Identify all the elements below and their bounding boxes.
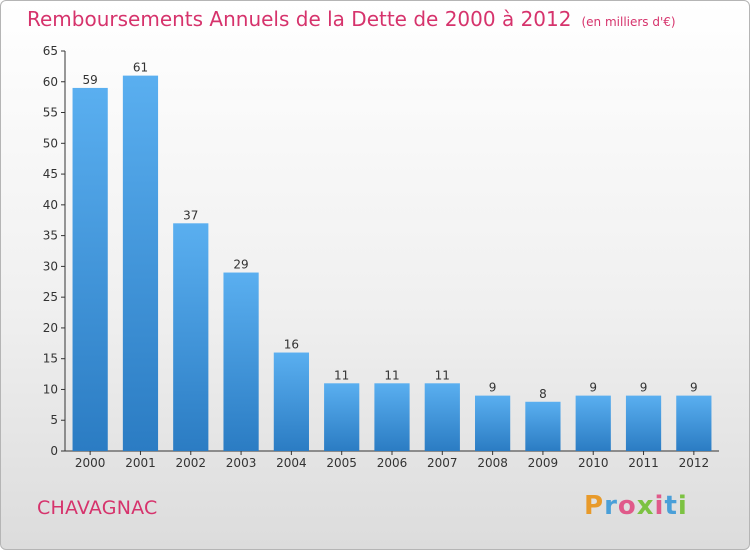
y-tick-label: 15	[43, 352, 58, 366]
y-tick-label: 25	[43, 290, 58, 304]
y-tick-label: 65	[43, 44, 58, 58]
y-tick-label: 0	[50, 444, 58, 458]
data-label-2008: 9	[489, 381, 497, 395]
x-tick-label: 2008	[477, 456, 508, 470]
y-tick-label: 55	[43, 106, 58, 120]
x-tick-label: 2004	[276, 456, 307, 470]
bar-2008	[475, 395, 511, 451]
bar-2000	[72, 87, 108, 451]
logo-letter: o	[617, 491, 637, 521]
bar-2012	[676, 395, 712, 451]
x-tick-label: 2000	[75, 456, 106, 470]
chart-title: Remboursements Annuels de la Dette de 20…	[27, 7, 676, 31]
y-axis: 0 5 10 15 20 25 30 35 40 45 50 55 60 65	[43, 44, 66, 458]
bar-series	[72, 75, 712, 451]
y-tick-label: 10	[43, 382, 58, 396]
logo-letter: r	[604, 491, 618, 521]
data-label-2000: 59	[83, 73, 98, 87]
bar-2004	[273, 352, 309, 451]
data-label-2003: 29	[233, 258, 248, 272]
bar-2001	[122, 75, 159, 451]
data-label-2007: 11	[435, 368, 450, 382]
data-label-2006: 11	[384, 368, 399, 382]
bar-2007	[424, 383, 460, 451]
data-labels: 59 61 37 29 16 11 11 11 9 8 9 9 9	[83, 61, 698, 401]
y-tick-label: 20	[43, 321, 58, 335]
y-tick-label: 35	[43, 229, 58, 243]
data-label-2010: 9	[589, 381, 597, 395]
x-tick-label: 2006	[377, 456, 408, 470]
logo-letter: t	[664, 491, 678, 521]
bar-2006	[374, 383, 410, 451]
bar-2010	[575, 395, 611, 451]
data-label-2012: 9	[690, 381, 698, 395]
bar-2003	[223, 272, 259, 451]
x-tick-label: 2010	[578, 456, 609, 470]
data-label-2005: 11	[334, 368, 349, 382]
y-tick-label: 30	[43, 259, 58, 273]
commune-name: CHAVAGNAC	[37, 497, 158, 519]
logo-letter: i	[677, 491, 688, 521]
chart-title-text: Remboursements Annuels de la Dette de 20…	[27, 7, 572, 31]
y-tick-label: 5	[50, 413, 58, 427]
bar-2011	[625, 395, 662, 451]
bar-2009	[525, 401, 561, 451]
logo-letter: P	[584, 491, 605, 521]
proxiti-logo[interactable]: Proxiti	[584, 491, 688, 521]
logo-letter: i	[654, 491, 665, 521]
bar-2002	[173, 223, 209, 451]
y-tick-label: 45	[43, 167, 58, 181]
data-label-2011: 9	[640, 381, 648, 395]
y-tick-label: 50	[43, 136, 58, 150]
data-label-2009: 8	[539, 387, 547, 401]
data-label-2002: 37	[183, 208, 198, 222]
chart-unit: (en milliers d'€)	[581, 15, 676, 29]
data-label-2001: 61	[133, 61, 148, 75]
x-tick-label: 2011	[628, 456, 659, 470]
x-axis: 2000 2001 2002 2003 2004 2005 2006 2007 2008 2009…	[65, 450, 719, 470]
y-tick-label: 40	[43, 198, 58, 212]
x-tick-label: 2001	[125, 456, 156, 470]
data-label-2004: 16	[284, 338, 299, 352]
x-tick-label: 2003	[226, 456, 257, 470]
y-tick-label: 60	[43, 75, 58, 89]
bar-2005	[324, 383, 360, 451]
x-tick-label: 2007	[427, 456, 458, 470]
x-tick-label: 2012	[679, 456, 710, 470]
x-tick-label: 2002	[175, 456, 206, 470]
x-tick-label: 2009	[528, 456, 559, 470]
logo-letter: x	[636, 491, 655, 521]
x-tick-label: 2005	[326, 456, 357, 470]
